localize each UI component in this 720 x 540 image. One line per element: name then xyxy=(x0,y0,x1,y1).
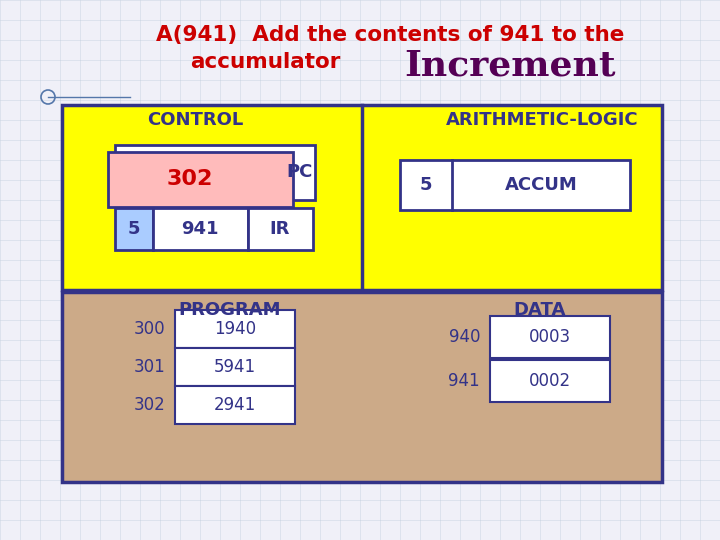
Text: 940: 940 xyxy=(449,328,480,346)
Bar xyxy=(108,152,293,207)
Text: ARITHMETIC-LOGIC: ARITHMETIC-LOGIC xyxy=(446,111,639,129)
Text: PROGRAM: PROGRAM xyxy=(179,301,282,319)
Text: Increment: Increment xyxy=(404,49,616,83)
Bar xyxy=(62,292,662,482)
Bar xyxy=(175,386,295,424)
Text: 5941: 5941 xyxy=(214,358,256,376)
Text: CONTROL: CONTROL xyxy=(147,111,243,129)
Text: 941: 941 xyxy=(449,372,480,390)
Bar xyxy=(490,360,610,402)
Text: 0003: 0003 xyxy=(529,328,571,346)
Text: 5: 5 xyxy=(127,220,140,238)
Text: 941: 941 xyxy=(181,220,219,238)
Text: DATA: DATA xyxy=(514,301,566,319)
Text: 0002: 0002 xyxy=(529,372,571,390)
Bar xyxy=(62,105,662,290)
Text: 302: 302 xyxy=(167,169,213,189)
Bar xyxy=(153,208,248,250)
Text: ACCUM: ACCUM xyxy=(505,176,577,194)
Bar xyxy=(175,310,295,348)
Text: PC: PC xyxy=(287,163,313,181)
Bar xyxy=(175,348,295,386)
Text: accumulator: accumulator xyxy=(190,52,340,72)
Text: 302: 302 xyxy=(133,396,165,414)
Text: A(941)  Add the contents of 941 to the: A(941) Add the contents of 941 to the xyxy=(156,25,624,45)
Text: 300: 300 xyxy=(133,320,165,338)
Bar xyxy=(115,208,153,250)
Text: 5: 5 xyxy=(420,176,432,194)
Bar xyxy=(248,208,313,250)
Text: 1940: 1940 xyxy=(214,320,256,338)
Bar xyxy=(115,145,315,200)
Text: 301: 301 xyxy=(133,358,165,376)
Text: 2941: 2941 xyxy=(214,396,256,414)
Bar xyxy=(400,160,630,210)
Bar xyxy=(490,316,610,358)
Text: IR: IR xyxy=(270,220,290,238)
